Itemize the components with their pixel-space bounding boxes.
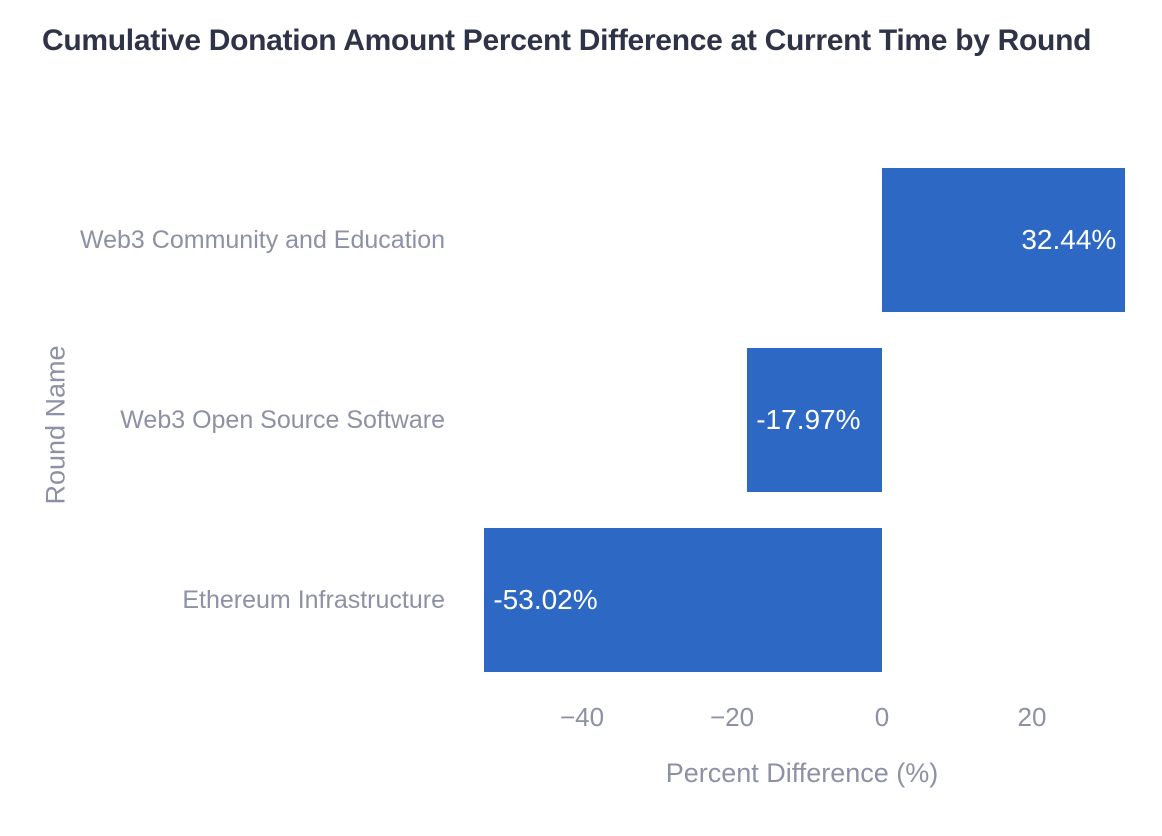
bar-value-label: -17.97% xyxy=(756,404,861,435)
bar[interactable]: -53.02% xyxy=(484,528,882,672)
category-label: Web3 Community and Education xyxy=(79,225,445,254)
x-tick-label: 20 xyxy=(1017,702,1047,732)
chart-title: Cumulative Donation Amount Percent Diffe… xyxy=(42,24,1092,57)
bar[interactable]: 32.44% xyxy=(882,168,1126,312)
x-axis-title: Percent Difference (%) xyxy=(665,758,939,788)
x-tick-label: 0 xyxy=(874,702,890,732)
bar[interactable]: -17.97% xyxy=(747,348,882,492)
x-tick-label: −20 xyxy=(709,702,755,732)
category-label: Web3 Open Source Software xyxy=(120,405,445,434)
bar-value-label: 32.44% xyxy=(1021,224,1117,255)
category-label: Ethereum Infrastructure xyxy=(182,585,445,614)
x-tick-label: −40 xyxy=(559,702,605,732)
bar-value-label: -53.02% xyxy=(493,584,598,615)
